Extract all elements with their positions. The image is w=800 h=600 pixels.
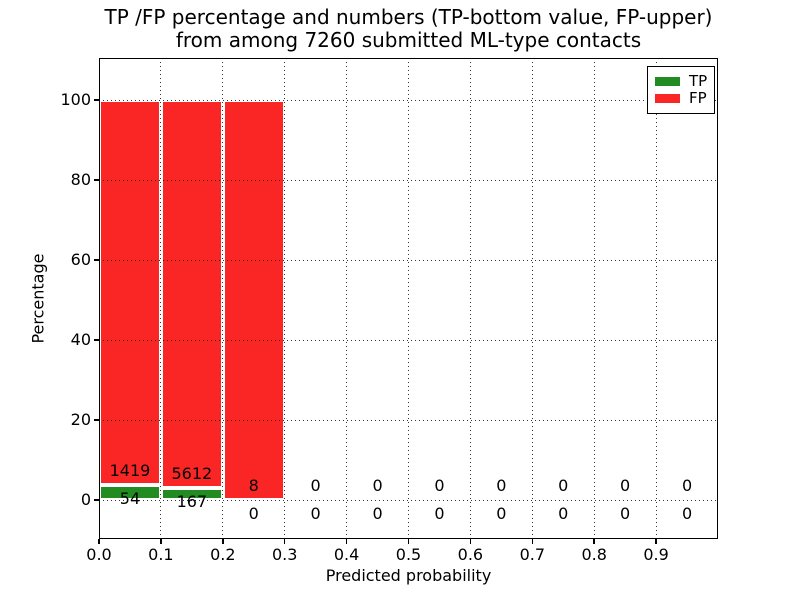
- chart-title: TP /FP percentage and numbers (TP-bottom…: [99, 6, 718, 52]
- y-tick-80: [94, 179, 99, 181]
- x-tick-label-0.2: 0.2: [210, 545, 236, 564]
- x-tick-label-0.7: 0.7: [519, 545, 546, 564]
- gridline-x-0.3: [284, 58, 286, 539]
- y-tick-100: [94, 99, 99, 101]
- tp-count-bin9: 0: [681, 504, 693, 523]
- gridline-y-0: [99, 499, 718, 501]
- tp-count-bin7: 0: [558, 504, 569, 523]
- x-tick-0.2: [222, 539, 224, 544]
- x-tick-0.9: [655, 539, 657, 544]
- fp-count-bin4: 0: [372, 476, 383, 495]
- x-tick-0.1: [160, 539, 162, 544]
- plot-area: 1419 54 5612 167 8 0 0 0 0 0 0 0 0 0 0 0 0 0 0 0 TP FP: [94, 58, 718, 544]
- gridline-x-0.9: [655, 58, 657, 539]
- gridline-y-60: [99, 259, 718, 261]
- x-tick-label-0.5: 0.5: [395, 545, 422, 564]
- legend: TP FP: [647, 66, 715, 114]
- fp-count-bin8: 0: [620, 476, 631, 495]
- fp-count-bin0: 1419: [109, 461, 151, 481]
- x-tick-0.7: [531, 539, 534, 544]
- fp-legend-swatch: [655, 94, 680, 103]
- x-tick-label-0.4: 0.4: [333, 545, 360, 564]
- gridline-y-100: [99, 99, 718, 101]
- x-tick-0.5: [407, 539, 410, 544]
- tp-legend-label: TP: [689, 72, 708, 90]
- fp-count-bin7: 0: [558, 476, 569, 495]
- fp-bar-bin1: [160, 100, 223, 489]
- fp-count-bin3: 0: [310, 476, 321, 495]
- x-tick-0.4: [345, 539, 348, 544]
- y-tick-label-20: 20: [70, 410, 91, 429]
- x-tick-0.8: [593, 539, 595, 544]
- legend-item-fp: FP: [655, 90, 714, 107]
- fp-count-bin1: 5612: [171, 464, 213, 484]
- x-tick-label-0.1: 0.1: [148, 545, 174, 564]
- y-tick-label-40: 40: [70, 330, 91, 349]
- fp-legend-label: FP: [689, 89, 707, 107]
- gridline-x-0.2: [222, 58, 224, 539]
- x-axis-label: Predicted probability: [325, 566, 492, 585]
- y-tick-label-0: 0: [80, 490, 91, 509]
- gridline-y-40: [99, 339, 718, 341]
- tp-legend-swatch: [655, 77, 680, 86]
- x-tick-label-0.0: 0.0: [86, 545, 112, 564]
- tp-count-bin1: 167: [176, 492, 208, 512]
- fp-bar-bin0: [99, 100, 161, 486]
- y-axis-label: Percentage: [28, 253, 48, 344]
- fp-count-bin5: 0: [434, 476, 445, 495]
- gridline-x-0.7: [531, 58, 533, 539]
- y-tick-20: [94, 419, 99, 421]
- tp-count-bin6: 0: [496, 504, 507, 523]
- x-tick-0.3: [283, 539, 286, 544]
- tp-count-bin5: 0: [434, 504, 445, 523]
- chart-title-line2: from among 7260 submitted ML-type contac…: [175, 28, 642, 52]
- gridline-y-80: [99, 179, 718, 181]
- tp-bar-bin1: [160, 488, 223, 500]
- gridline-x-0.5: [408, 58, 409, 539]
- tp-count-bin2: 0: [248, 504, 259, 523]
- fp-count-bin2: 8: [248, 476, 259, 495]
- y-tick-0: [94, 499, 99, 501]
- fp-bar-bin2: [222, 100, 285, 500]
- chart-title-line1: TP /FP percentage and numbers (TP-bottom…: [104, 5, 713, 29]
- x-tick-label-0.8: 0.8: [581, 545, 607, 564]
- gridline-x-0.8: [593, 58, 595, 539]
- gridline-y-20: [99, 419, 718, 421]
- y-tick-60: [94, 259, 99, 261]
- y-tick-label-80: 80: [70, 170, 91, 189]
- tp-count-bin3: 0: [310, 504, 321, 523]
- fp-count-bin6: 0: [496, 476, 507, 495]
- y-tick-label-60: 60: [70, 250, 91, 269]
- tp-count-bin4: 0: [372, 504, 383, 523]
- y-tick-label-100: 100: [60, 90, 91, 109]
- legend-item-tp: TP: [655, 73, 714, 90]
- x-tick-label-0.6: 0.6: [457, 545, 484, 564]
- y-tick-40: [94, 339, 99, 341]
- fp-count-bin9: 0: [681, 476, 693, 495]
- x-tick-0.6: [469, 539, 472, 544]
- gridline-x-0.4: [346, 58, 348, 539]
- gridline-x-0.1: [160, 58, 162, 539]
- tp-count-bin8: 0: [620, 504, 631, 523]
- x-tick-label-0.9: 0.9: [643, 545, 669, 564]
- tp-count-bin0: 54: [119, 489, 141, 509]
- x-tick-0: [98, 539, 100, 544]
- gridline-x-0.6: [469, 58, 471, 539]
- x-tick-label-0.3: 0.3: [271, 545, 298, 564]
